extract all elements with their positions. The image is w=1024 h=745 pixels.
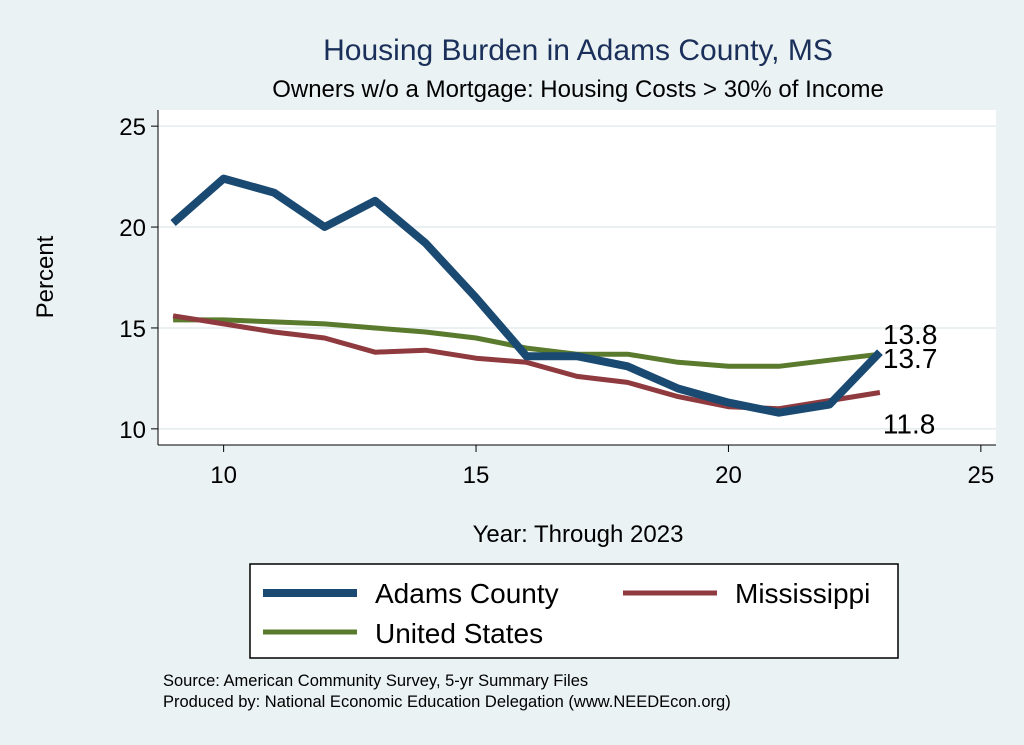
source-note: Source: American Community Survey, 5-yr … (163, 672, 588, 690)
x-axis-label: Year: Through 2023 (473, 521, 684, 548)
x-tick-label: 25 (968, 462, 995, 489)
y-axis-label: Percent (32, 235, 59, 318)
y-tick-label: 25 (119, 114, 146, 141)
y-tick-label: 15 (119, 316, 146, 343)
series-line-adams-county (170, 174, 883, 417)
y-tick-label: 20 (119, 215, 146, 242)
legend: Adams County Mississippi United States (249, 563, 899, 659)
end-labels: 13.8 11.8 13.7 (883, 319, 938, 439)
end-label-mississippi: 11.8 (883, 409, 935, 440)
legend-label-mississippi: Mississippi (735, 578, 870, 609)
legend-label-adams-county: Adams County (375, 578, 559, 609)
producer-note: Produced by: National Economic Education… (163, 693, 731, 711)
x-tick-label: 10 (210, 462, 237, 489)
series-lines (170, 174, 883, 417)
end-label-united-states: 13.7 (883, 343, 938, 374)
x-tick-label: 20 (715, 462, 742, 489)
chart-subtitle: Owners w/o a Mortgage: Housing Costs > 3… (272, 76, 884, 103)
gridlines (158, 125, 996, 430)
axes: 10 15 20 25 10 15 20 25 (119, 110, 996, 489)
legend-box (249, 563, 899, 659)
y-tick-label: 10 (119, 417, 146, 444)
series-line-united-states (173, 317, 881, 369)
end-label-adams-county: 13.8 (883, 319, 938, 350)
x-tick-label: 15 (463, 462, 490, 489)
plot-area (158, 110, 996, 445)
legend-label-united-states: United States (375, 618, 543, 649)
chart-title: Housing Burden in Adams County, MS (323, 34, 833, 67)
